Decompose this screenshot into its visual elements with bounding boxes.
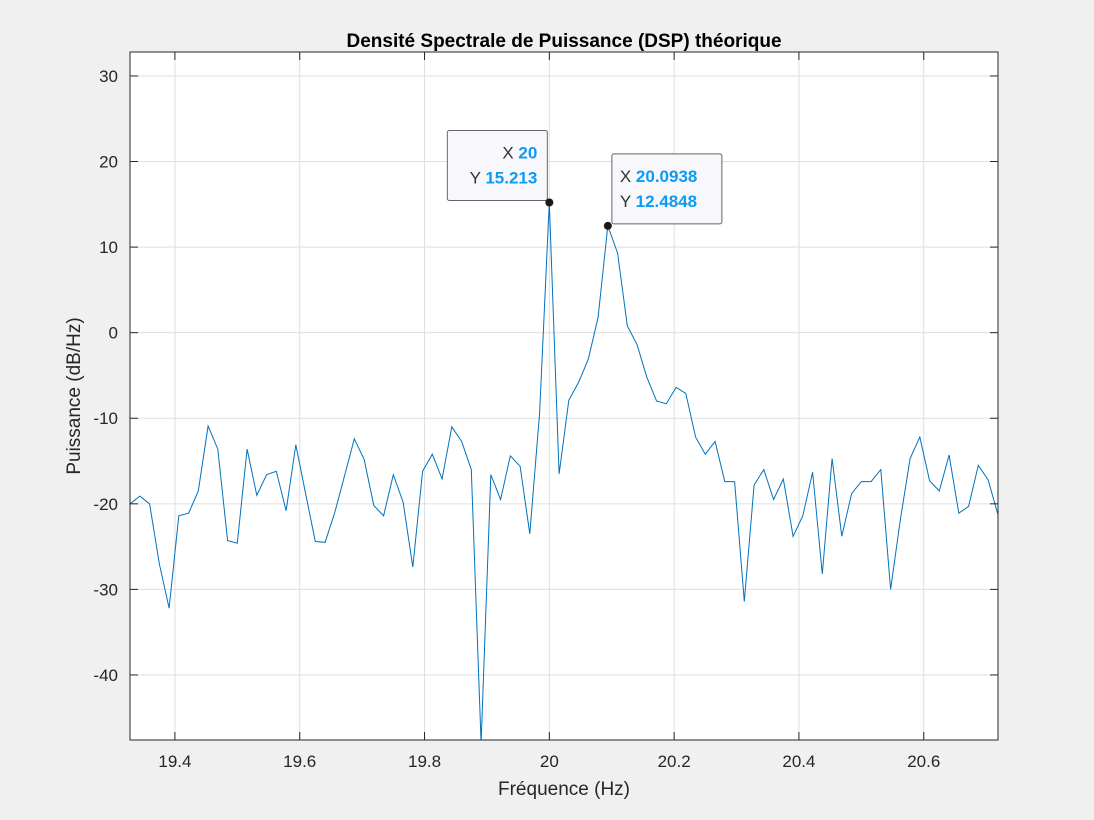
y-tick-label: 10	[99, 238, 118, 257]
y-axis-label: Puissance (dB/Hz)	[64, 317, 85, 474]
axes-box	[129, 51, 999, 741]
datatip[interactable]: X 20 Y 15.213	[446, 129, 554, 207]
datatip-value: 12.4848	[636, 192, 697, 211]
ticks: 19.4 19.6 19.8 20 20.2 20.4 20.6 -40 -30 -20 -10 0 1…	[93, 52, 998, 771]
y-tick-label: -30	[93, 580, 118, 599]
datatip-value: 20.0938	[636, 167, 697, 186]
y-tick-label: 0	[109, 324, 118, 343]
grid	[130, 52, 998, 740]
x-axis-label: Fréquence (Hz)	[498, 779, 630, 800]
datatip-marker[interactable]	[545, 198, 554, 207]
y-tick-label: 30	[99, 67, 118, 86]
datatip-value: 20	[518, 143, 537, 162]
datatip-key: Y	[620, 192, 636, 211]
datatip-key: X	[502, 143, 518, 162]
y-tick-label: -20	[93, 495, 118, 514]
x-tick-label: 19.6	[283, 752, 316, 771]
datatip-box	[446, 129, 548, 201]
datatip-row: Y 15.213	[470, 168, 538, 187]
x-tick-label: 20.2	[658, 752, 691, 771]
plot-area	[130, 202, 998, 740]
datatip-row: X 20.0938	[620, 167, 698, 186]
x-tick-label: 20	[540, 752, 559, 771]
x-tick-label: 19.4	[158, 752, 191, 771]
datatip-key: X	[620, 167, 636, 186]
datatip-marker[interactable]	[603, 221, 612, 230]
datatip-key: Y	[470, 168, 486, 187]
x-tick-label: 19.8	[408, 752, 441, 771]
y-tick-label: -40	[93, 666, 118, 685]
y-tick-label: 20	[99, 153, 118, 172]
x-tick-label: 20.4	[782, 752, 815, 771]
chart-title: Densité Spectrale de Puissance (DSP) thé…	[346, 31, 781, 52]
series-line-dsp	[130, 202, 998, 740]
y-tick-label: -10	[93, 409, 118, 428]
x-tick-label: 20.6	[907, 752, 940, 771]
datatip-row: X 20	[502, 143, 537, 162]
axes-background	[130, 52, 998, 740]
datatip-box	[611, 153, 723, 225]
datatip-value: 15.213	[485, 168, 537, 187]
datatip-row: Y 12.4848	[620, 192, 697, 211]
